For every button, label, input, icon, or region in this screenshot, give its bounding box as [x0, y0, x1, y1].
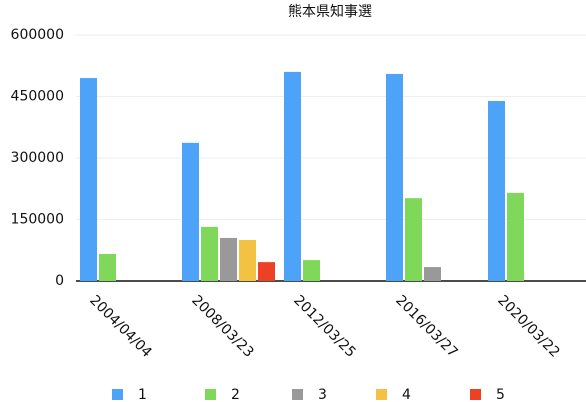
- bar: [405, 198, 422, 281]
- legend-swatch: [470, 389, 481, 400]
- y-tick-label: 150000: [11, 212, 64, 228]
- legend-swatch: [376, 389, 387, 400]
- legend-label: 4: [402, 387, 411, 402]
- x-tick-label: 2012/03/25: [290, 292, 358, 360]
- x-tick-label: 2008/03/23: [188, 292, 256, 360]
- x-tick-label: 2020/03/22: [494, 292, 562, 360]
- bar: [239, 240, 256, 281]
- x-tick-label: 2016/03/27: [392, 292, 460, 360]
- y-tick-label: 300000: [11, 150, 64, 166]
- legend-swatch: [205, 389, 216, 400]
- legend-label: 3: [318, 387, 327, 402]
- bar: [386, 73, 403, 281]
- y-tick-label: 450000: [11, 89, 64, 105]
- y-tick-label: 600000: [11, 27, 64, 43]
- legend-label: 5: [496, 387, 505, 402]
- bar: [303, 260, 320, 281]
- bar: [99, 253, 116, 281]
- bar: [258, 262, 275, 281]
- bar: [182, 142, 199, 281]
- bar: [201, 226, 218, 281]
- x-tick-label: 2004/04/04: [86, 292, 154, 360]
- legend-swatch: [292, 389, 303, 400]
- bar: [424, 267, 441, 281]
- bar: [80, 78, 97, 281]
- legend-swatch: [112, 389, 123, 400]
- bar: [488, 101, 505, 281]
- chart-title: 熊本県知事選: [288, 3, 372, 20]
- bar: [220, 237, 237, 281]
- legend-label: 2: [231, 387, 240, 402]
- legend-label: 1: [138, 387, 147, 402]
- bar: [507, 192, 524, 281]
- bar: [284, 71, 301, 282]
- y-tick-label: 0: [55, 273, 64, 289]
